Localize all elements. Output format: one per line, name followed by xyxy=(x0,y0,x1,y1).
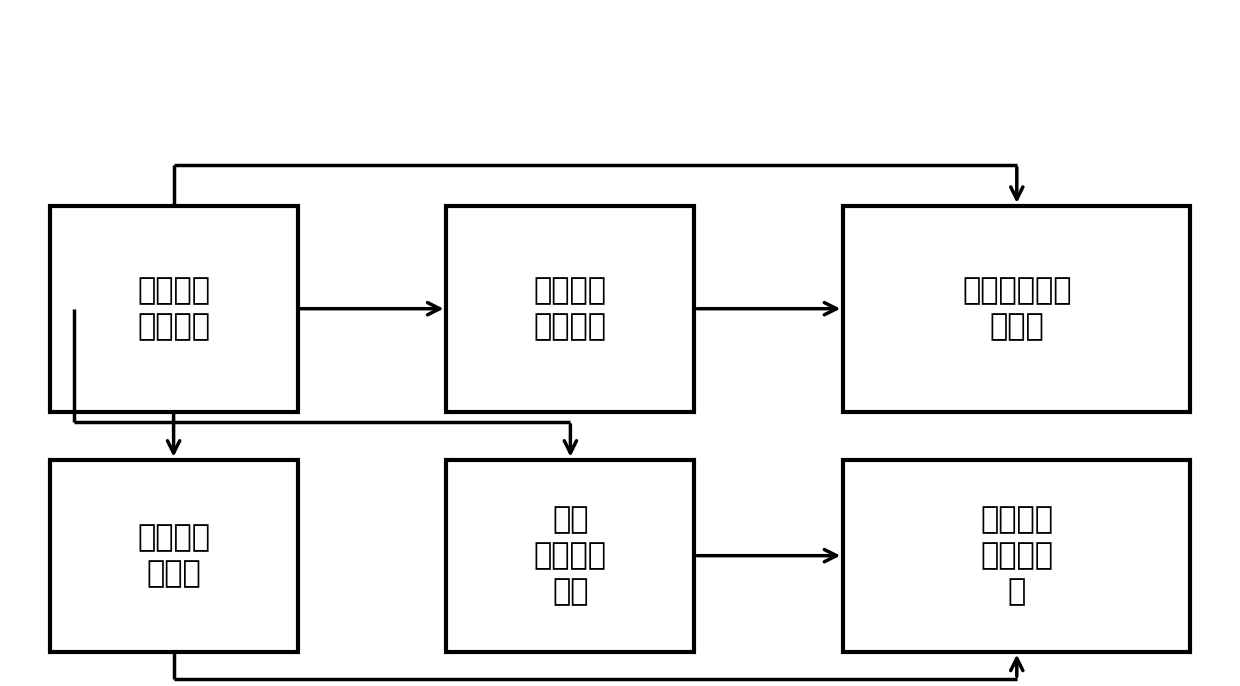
Bar xyxy=(843,206,1190,412)
Text: 误差
阈值获取
模块: 误差 阈值获取 模块 xyxy=(534,506,606,606)
Text: 离子质量
取整模块: 离子质量 取整模块 xyxy=(534,276,606,341)
Bar xyxy=(50,206,298,412)
Text: 化学式精
确筛选模
块: 化学式精 确筛选模 块 xyxy=(981,506,1053,606)
Bar xyxy=(446,206,694,412)
Text: 离子质量
获取模块: 离子质量 获取模块 xyxy=(138,276,210,341)
Bar xyxy=(50,460,298,652)
Text: 绝对值计
算模块: 绝对值计 算模块 xyxy=(138,523,210,588)
Bar xyxy=(446,460,694,652)
Bar xyxy=(843,460,1190,652)
Text: 化学式初步筛
选模块: 化学式初步筛 选模块 xyxy=(962,276,1071,341)
